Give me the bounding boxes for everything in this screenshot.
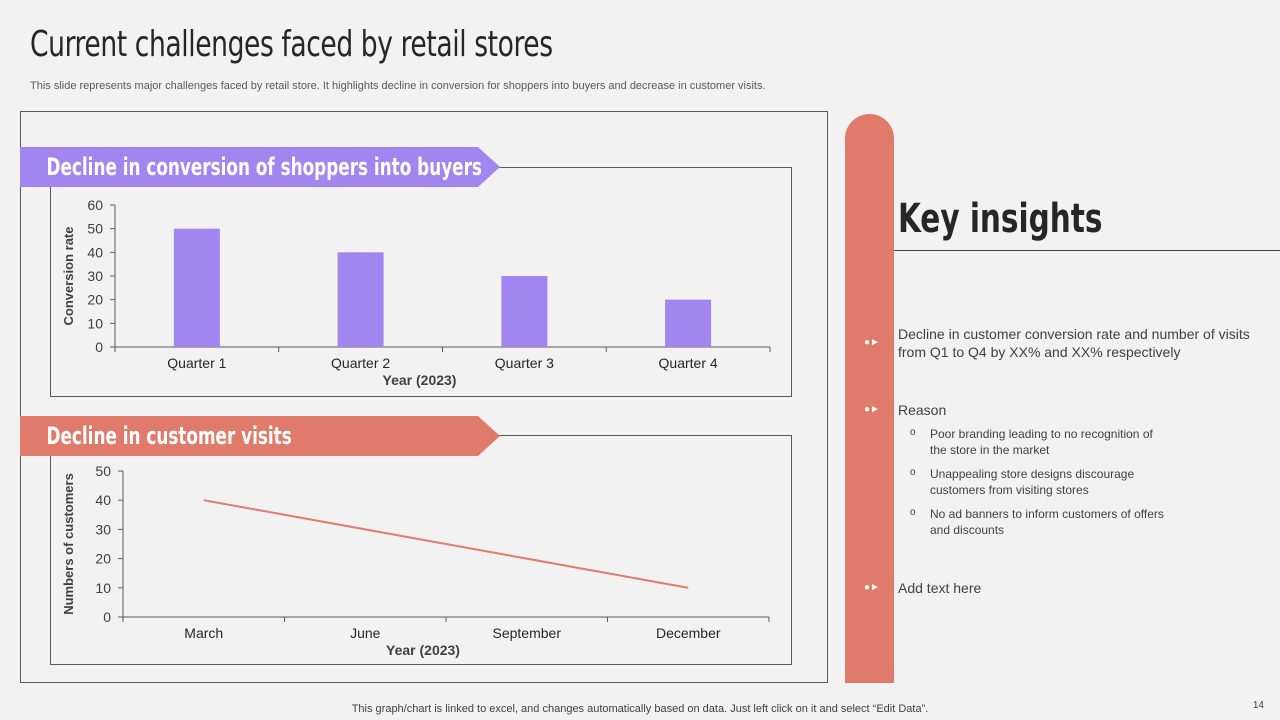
bar	[337, 252, 384, 347]
conversion-bar-chart[interactable]: 0 10 20 30 40 50 60 Quarter 1 Quarter 2 Quarter 3…	[51, 168, 791, 396]
insights-accent-bar	[845, 114, 894, 683]
conversion-banner-label: Decline in conversion of shoppers into b…	[46, 153, 482, 181]
charts-panel	[20, 111, 828, 683]
visits-banner-label: Decline in customer visits	[46, 422, 292, 450]
series-line	[203, 499, 689, 589]
x-tick-label: December	[656, 625, 721, 641]
sub-bullet-marker: o	[910, 467, 916, 478]
insights-title: Key insights	[898, 196, 1103, 242]
y-tick-label: 50	[95, 463, 111, 479]
sub-bullet-marker: o	[910, 507, 916, 518]
y-tick-label: 20	[95, 551, 111, 567]
bar	[501, 276, 548, 347]
y-tick-label: 10	[95, 580, 111, 596]
bar	[665, 299, 712, 347]
conversion-banner: Decline in conversion of shoppers into b…	[20, 147, 500, 187]
y-tick-label: 20	[87, 292, 103, 308]
y-tick-label: 10	[87, 315, 103, 331]
x-tick-label: June	[350, 625, 381, 641]
x-tick-label: Quarter 2	[331, 355, 390, 371]
reason-item: Poor branding leading to no recognition …	[930, 427, 1153, 457]
x-tick-label: Quarter 1	[167, 355, 226, 371]
y-tick-label: 60	[87, 197, 103, 213]
y-axis-title: Conversion rate	[61, 227, 76, 326]
x-axis-title: Year (2023)	[386, 642, 460, 658]
slide-subtitle: This slide represents major challenges f…	[30, 80, 766, 92]
visits-line-chart[interactable]: 0 10 20 30 40 50 March June September December Yea…	[51, 436, 791, 664]
visits-banner: Decline in customer visits	[20, 416, 500, 456]
reason-item: No ad banners to inform customers of off…	[930, 507, 1164, 537]
x-tick-label: Quarter 3	[495, 355, 554, 371]
reason-item: Unappealing store designs discourage cus…	[930, 467, 1135, 497]
y-tick-label: 30	[95, 521, 111, 537]
circle-arrow-icon: ●►	[864, 337, 880, 348]
insight-item: Reason	[898, 402, 947, 418]
y-tick-label: 50	[87, 221, 103, 237]
y-tick-label: 40	[87, 244, 103, 260]
visits-chart-frame[interactable]: 0 10 20 30 40 50 March June September December Yea…	[50, 435, 792, 665]
x-axis-title: Year (2023)	[383, 372, 457, 388]
x-tick-label: March	[184, 625, 223, 641]
y-axis-title: Numbers of customers	[61, 473, 76, 615]
page-number: 14	[1252, 700, 1264, 711]
insights-divider	[894, 250, 1280, 251]
x-tick-label: September	[493, 625, 562, 641]
y-tick-label: 0	[95, 339, 103, 355]
conversion-chart-frame[interactable]: 0 10 20 30 40 50 60 Quarter 1 Quarter 2 Quarter 3…	[50, 167, 792, 397]
circle-arrow-icon: ●►	[864, 582, 880, 593]
y-tick-label: 40	[95, 492, 111, 508]
circle-arrow-icon: ●►	[864, 404, 880, 415]
insight-item: Decline in customer conversion rate and …	[898, 326, 1250, 360]
insight-item: Add text here	[898, 580, 982, 596]
footer-note: This graph/chart is linked to excel, and…	[351, 703, 929, 715]
x-tick-label: Quarter 4	[659, 355, 718, 371]
sub-bullet-marker: o	[910, 427, 916, 438]
y-tick-label: 0	[103, 609, 111, 625]
slide-title: Current challenges faced by retail store…	[30, 24, 553, 65]
bar	[173, 228, 220, 347]
y-tick-label: 30	[87, 268, 103, 284]
